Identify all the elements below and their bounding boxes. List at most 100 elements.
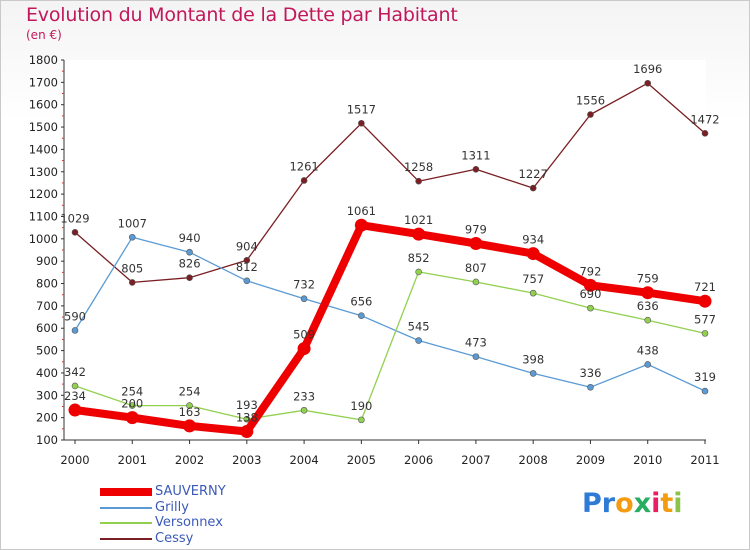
y-tick-label: 1600 [29,98,58,112]
data-point-sauverny [125,411,139,425]
data-point-versonnex [415,268,422,276]
y-tick-label: 1700 [29,75,58,89]
data-point-cessy [644,79,652,87]
data-label-cessy: 1029 [60,211,89,225]
data-label-versonnex: 190 [350,399,372,413]
data-label-versonnex: 577 [694,312,716,326]
data-label-versonnex: 233 [293,389,315,403]
data-label-grilly: 812 [236,260,258,274]
data-point-versonnex [358,416,365,424]
data-label-cessy: 904 [236,239,258,253]
x-tick-label: 2001 [118,453,147,467]
data-point-grilly [243,277,251,285]
y-tick-label: 700 [36,299,58,313]
y-tick-label: 1400 [29,142,58,156]
data-label-cessy: 1261 [289,159,318,173]
data-point-cessy [472,166,480,173]
x-tick-label: 2002 [175,453,204,467]
data-point-grilly [644,361,652,368]
data-point-versonnex [300,406,308,414]
data-point-grilly [472,353,480,360]
data-point-grilly [415,337,422,344]
logo-letter: r [601,488,616,519]
data-label-sauverny: 934 [522,233,544,247]
data-point-cessy [358,119,365,127]
data-point-versonnex [243,415,251,423]
y-tick-label: 1200 [29,187,58,201]
y-tick-label: 500 [36,344,58,358]
x-tick-label: 2004 [289,453,318,467]
data-label-versonnex: 807 [465,261,487,275]
data-point-grilly [529,370,537,377]
y-tick-label: 100 [36,433,58,447]
y-tick-label: 600 [36,321,58,335]
data-point-grilly [300,295,308,303]
data-label-cessy: 1517 [347,102,376,116]
data-label-grilly: 398 [522,352,544,366]
series-line-cessy [74,82,706,284]
data-point-sauverny [641,286,655,300]
data-label-cessy: 1472 [690,112,719,126]
data-point-sauverny [412,227,426,241]
data-label-cessy: 826 [179,257,201,271]
data-label-versonnex: 254 [121,385,143,399]
x-tick-label: 2005 [347,453,376,467]
data-label-cessy: 1227 [519,167,548,181]
data-point-versonnex [644,316,652,324]
data-point-sauverny [240,425,254,439]
y-tick-label: 1300 [29,165,58,179]
data-label-cessy: 1696 [633,62,662,76]
data-label-grilly: 656 [350,295,372,309]
chart-title: Evolution du Montant de la Dette par Hab… [26,4,458,26]
data-label-sauverny: 1021 [404,213,433,227]
data-label-versonnex: 342 [64,365,86,379]
x-tick-label: 2009 [576,453,605,467]
logo-letter: P [582,488,602,519]
logo-letter: x [633,488,652,519]
data-point-cessy [529,184,537,192]
data-point-sauverny [469,237,483,251]
y-tick-label: 1800 [29,53,58,67]
data-point-grilly [186,248,193,256]
y-tick-label: 400 [36,366,58,380]
series-line-sauverny [71,221,709,436]
data-point-cessy [701,130,709,137]
x-tick-label: 2011 [690,453,719,467]
data-label-grilly: 590 [64,309,86,323]
logo-letter: i [673,488,683,519]
data-point-versonnex [71,382,79,390]
data-label-versonnex: 852 [408,251,430,265]
y-tick-label: 1100 [29,209,58,223]
line-chart: 1002003004005006007008009001000110012001… [29,53,720,467]
data-point-grilly [701,387,709,395]
data-point-sauverny [354,218,368,232]
data-label-cessy: 805 [121,261,143,275]
data-point-versonnex [529,289,537,297]
data-point-grilly [128,233,136,241]
data-label-grilly: 319 [694,370,716,384]
legend-label: Grilly [155,499,189,515]
data-label-versonnex: 254 [179,385,201,399]
data-point-versonnex [472,278,480,286]
series-line-grilly [74,236,706,392]
legend-swatch [100,537,152,540]
legend-label: Cessy [155,530,194,546]
x-tick-label: 2006 [404,453,433,467]
data-point-cessy [415,177,422,185]
data-label-sauverny: 979 [465,223,487,237]
data-label-cessy: 1556 [576,94,605,108]
x-tick-label: 2000 [60,453,89,467]
data-label-versonnex: 636 [637,299,659,313]
data-label-sauverny: 163 [179,405,201,419]
logo-letter: o [615,488,634,519]
legend-label: SAUVERNY [155,484,226,499]
data-point-versonnex [128,402,136,409]
legend-label: Versonnex [155,515,223,530]
y-tick-label: 900 [36,254,58,268]
legend-swatch [100,522,152,524]
data-label-grilly: 473 [465,336,487,350]
y-tick-label: 300 [36,388,58,402]
data-label-grilly: 1007 [118,216,147,230]
data-label-sauverny: 234 [64,389,86,403]
data-point-cessy [186,274,193,282]
